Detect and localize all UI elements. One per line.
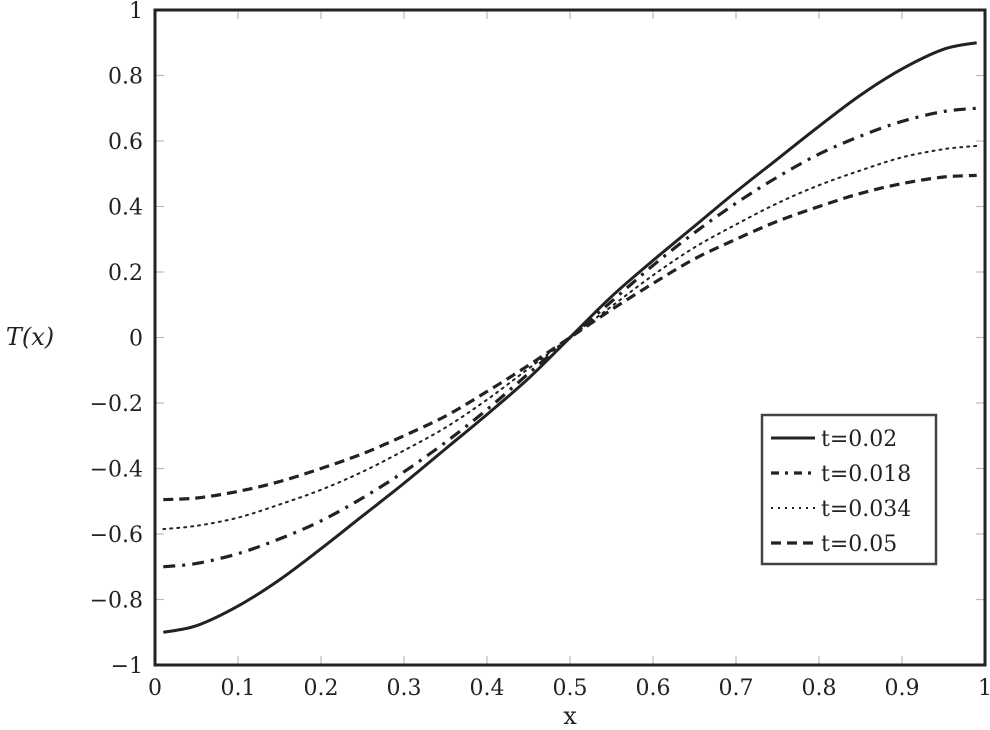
x-tick-label: 0.8 [802,676,837,701]
y-tick-label: −0.4 [90,458,143,483]
legend-label: t=0.05 [821,532,897,557]
x-tick-label: 0.2 [304,676,339,701]
legend-label: t=0.034 [821,497,911,522]
y-tick-label: 0.2 [108,261,143,286]
y-tick-label: 0.8 [108,65,143,90]
y-tick-label: −1 [111,654,143,679]
x-tick-label: 0.6 [636,676,671,701]
y-tick-label: 0 [129,327,143,352]
legend-box [760,413,938,566]
legend-label: t=0.018 [821,462,911,487]
curve-dotted [162,144,978,531]
plot-curves [162,41,978,634]
y-axis-tick-labels: 1 0.8 0.6 0.4 0.2 0 −0.2 −0.4 −0.6 −0.8 −1 [90,0,143,679]
x-axis-label: x [563,702,577,730]
legend: t=0.02 t=0.018 t=0.034 t=0.05 [760,413,938,566]
y-tick-label: 0.6 [108,130,143,155]
y-tick-label: −0.2 [90,392,143,417]
curve-dashed [163,173,977,502]
x-tick-label: 0.4 [470,676,505,701]
x-tick-label: 1 [978,676,990,701]
y-tick-label: −0.8 [90,589,143,614]
x-tick-label: 0.9 [885,676,920,701]
legend-label: t=0.02 [821,427,897,452]
x-tick-label: 0.5 [553,676,588,701]
y-tick-label: 0.4 [108,196,143,221]
x-axis-tick-labels: 0 0.1 0.2 0.3 0.4 0.5 0.6 0.7 0.8 0.9 1 [148,676,990,701]
y-tick-label: 1 [129,0,143,24]
x-tick-label: 0.1 [221,676,256,701]
x-tick-label: 0.3 [387,676,422,701]
x-tick-label: 0 [148,676,162,701]
plot-frame [153,8,987,667]
y-tick-label: −0.6 [90,523,143,548]
x-tick-label: 0.7 [719,676,754,701]
y-axis-label: T(x) [6,323,54,351]
